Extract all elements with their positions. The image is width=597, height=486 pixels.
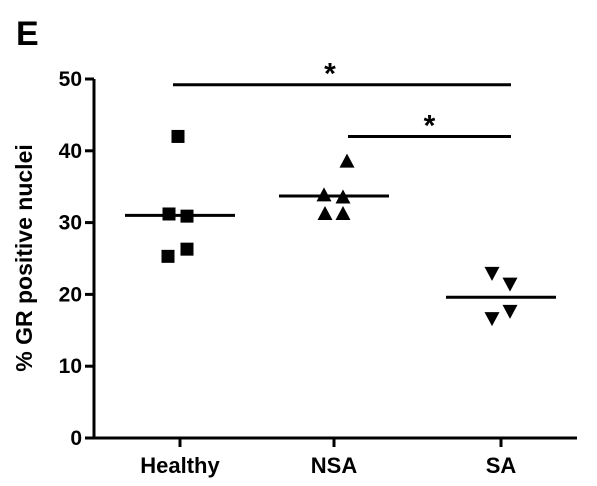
data-point	[335, 205, 351, 220]
y-tick-label: 40	[59, 140, 82, 163]
y-axis-label: % GR positive nuclei	[11, 144, 37, 372]
data-marks	[125, 129, 556, 327]
y-tick-label: 20	[59, 283, 82, 306]
significance-bars: **	[173, 58, 511, 142]
axes: 0 10 20 30 40 50 Healthy NSA SA	[59, 68, 577, 478]
y-tick-label: 0	[70, 427, 82, 450]
data-point	[339, 153, 355, 168]
data-point	[502, 277, 518, 292]
data-point	[502, 304, 518, 319]
significance-star: *	[324, 58, 336, 91]
significance-star: *	[424, 109, 436, 142]
data-point	[316, 187, 332, 202]
panel-label: E	[16, 15, 39, 53]
data-point	[317, 205, 333, 220]
data-point	[171, 129, 185, 143]
data-point	[484, 312, 500, 327]
x-tick-label: Healthy	[140, 453, 220, 478]
x-tick-label: NSA	[311, 453, 358, 478]
y-tick-label: 50	[59, 68, 82, 91]
data-point	[180, 242, 194, 256]
y-tick-label: 30	[59, 212, 82, 235]
x-tick-label: SA	[486, 453, 517, 478]
data-point	[484, 266, 500, 281]
data-point	[161, 249, 175, 263]
y-tick-label: 10	[59, 355, 82, 378]
